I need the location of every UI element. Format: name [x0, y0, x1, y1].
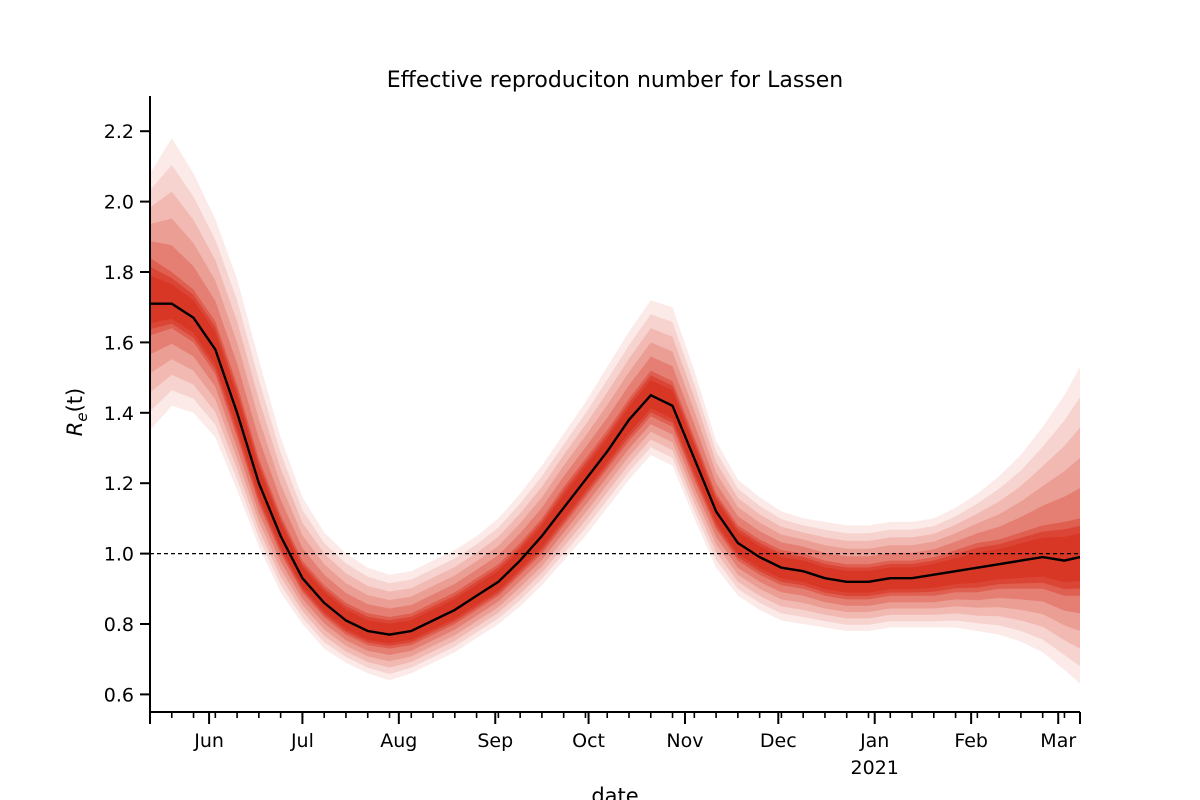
y-tick-label: 0.8: [104, 614, 134, 636]
x-tick-label: Mar: [1040, 730, 1076, 752]
x-tick-label: Feb: [954, 730, 988, 752]
x-tick-label: Jun: [193, 730, 224, 752]
x-ticks-group: Jun Jul Aug Sep Oct Nov Dec Jan 2021 Feb Mar: [149, 712, 1081, 779]
y-tick-label: 1.4: [104, 403, 134, 425]
x-tick-label: Oct: [572, 730, 605, 752]
x-tick-label: Dec: [760, 730, 797, 752]
x-tick-label: Jul: [290, 730, 314, 752]
x-tick-label: Nov: [666, 730, 703, 752]
x-tick-label: Aug: [380, 730, 417, 752]
x-tick-sublabel: 2021: [851, 757, 899, 779]
y-tick-label: 2.0: [104, 192, 134, 214]
y-tick-label: 1.6: [104, 332, 134, 354]
x-tick-label: Jan: [859, 730, 889, 752]
series-line: [150, 302, 1081, 636]
y-tick-label: 2.2: [104, 121, 134, 143]
y-axis-label: Re(t): [63, 388, 91, 436]
chart-title: Effective reproduciton number for Lassen: [387, 68, 843, 93]
uncertainty-band-group: [150, 138, 1080, 684]
y-tick-label: 1.2: [104, 473, 134, 495]
axes-group: [149, 96, 1080, 713]
y-tick-label: 1.8: [104, 262, 134, 284]
y-tick-label: 1.0: [104, 544, 134, 566]
uncertainty-band-layer-0: [150, 138, 1080, 684]
x-axis-label: date: [591, 784, 638, 800]
y-tick-label: 0.6: [104, 684, 134, 706]
uncertainty-band-layer-1: [150, 165, 1080, 674]
y-ticks-group: 0.6 0.8 1.0 1.2 1.4 1.6 1.8 2.0 2.2: [104, 121, 150, 706]
x-tick-label: Sep: [477, 730, 513, 752]
